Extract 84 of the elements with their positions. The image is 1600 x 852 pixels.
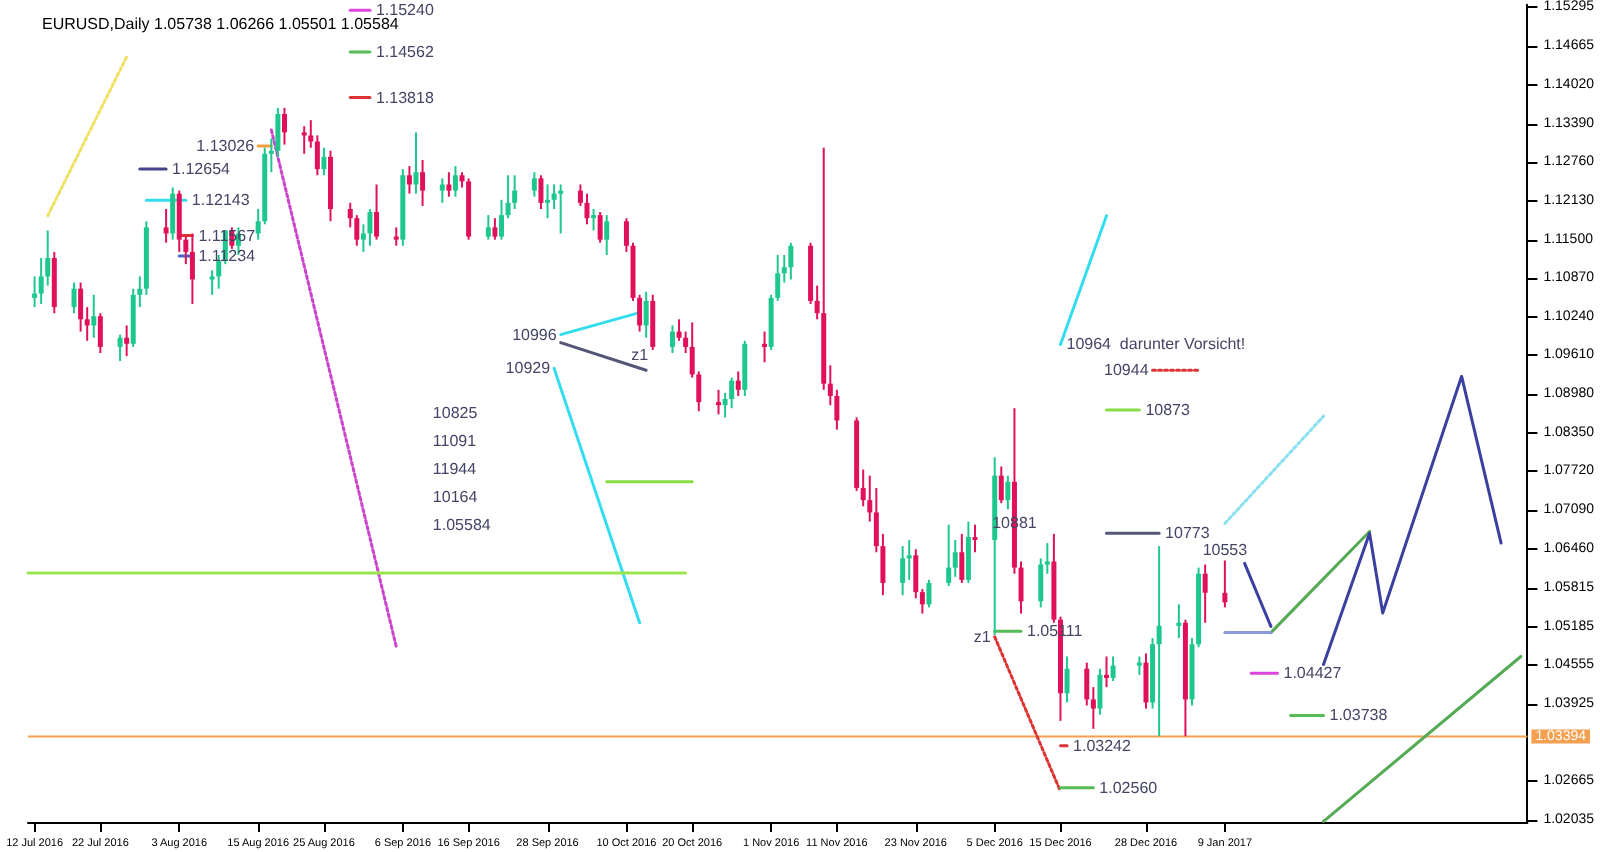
annotation: 10164 xyxy=(432,488,479,507)
candlestick xyxy=(597,211,603,244)
candlestick xyxy=(413,131,419,195)
annotation: 10553 xyxy=(1202,541,1249,560)
candlestick xyxy=(367,207,373,247)
candlestick xyxy=(538,174,544,210)
candlestick xyxy=(1202,563,1208,624)
candlestick xyxy=(604,214,610,256)
annotation: 11091 xyxy=(432,432,478,451)
candlestick xyxy=(1143,652,1149,710)
annotation: 1.03242 xyxy=(1073,736,1132,755)
candlestick xyxy=(643,290,649,339)
annotation: z1 xyxy=(631,346,650,365)
candlestick xyxy=(189,232,195,305)
annotation: 10929 xyxy=(505,359,552,378)
candlestick xyxy=(485,214,491,241)
candlestick xyxy=(78,281,84,333)
candlestick xyxy=(163,207,169,244)
candlestick xyxy=(91,293,97,339)
candlestick xyxy=(374,183,380,241)
candlestick xyxy=(959,532,965,584)
candlestick xyxy=(729,376,735,410)
candlestick xyxy=(926,578,932,609)
candlestick xyxy=(584,192,590,226)
candlestick xyxy=(170,186,176,241)
candlestick xyxy=(452,165,458,198)
annotation: 11944 xyxy=(432,460,478,479)
candlestick xyxy=(420,158,426,207)
candlestick xyxy=(558,183,564,235)
candlestick xyxy=(716,388,722,416)
text: EURUSD,Daily 1.05738 1.06266 1.05501 1.05584 xyxy=(42,15,400,33)
annotation: 1.13818 xyxy=(375,88,435,107)
candlestick xyxy=(117,333,123,363)
candlestick xyxy=(124,324,130,358)
candlestick xyxy=(406,165,412,195)
annotation: 10825 xyxy=(432,404,479,423)
candlestick xyxy=(1176,603,1182,640)
candlestick xyxy=(788,241,794,281)
annotation: 1.12654 xyxy=(172,159,232,178)
candlestick xyxy=(735,370,741,397)
candlestick xyxy=(446,171,452,198)
candlestick xyxy=(1110,655,1116,683)
annotation: 1.14562 xyxy=(375,42,435,61)
candlestick xyxy=(71,281,77,315)
candlestick xyxy=(321,146,327,177)
candlestick xyxy=(393,226,399,247)
candlestick xyxy=(1005,474,1011,511)
candlestick xyxy=(965,520,971,584)
annotation: 1.04427 xyxy=(1283,664,1343,683)
annotation: 10873 xyxy=(1145,401,1191,420)
candlestick xyxy=(492,217,498,241)
candlestick xyxy=(1064,655,1070,704)
candlestick xyxy=(762,330,768,364)
annotation: 1.02560 xyxy=(1099,778,1159,797)
annotation: 10964 darunter Vorsicht! xyxy=(1066,335,1246,354)
annotation: z1 xyxy=(973,627,992,646)
candlestick xyxy=(1222,559,1228,609)
candlestick xyxy=(1136,655,1142,676)
candlestick xyxy=(531,171,537,198)
annotation: 1.05584 xyxy=(432,516,492,535)
candlestick xyxy=(281,106,287,146)
candlestick xyxy=(301,125,307,155)
annotation: 1.15240 xyxy=(375,1,435,20)
candlestick xyxy=(1156,545,1162,738)
candlestick xyxy=(512,174,518,210)
annotation: 10996 xyxy=(512,325,558,344)
candlestick xyxy=(998,465,1004,505)
candlestick xyxy=(1104,655,1110,689)
candlestick xyxy=(742,339,748,397)
annotation: 1.13026 xyxy=(196,137,256,156)
candlestick xyxy=(972,523,978,554)
annotation: 1.12143 xyxy=(191,191,251,210)
candlestick xyxy=(1097,667,1103,716)
annotation: 1.03738 xyxy=(1329,706,1389,725)
candlestick xyxy=(545,183,551,220)
candlestick xyxy=(439,177,445,204)
candlestick xyxy=(591,207,597,232)
candlestick xyxy=(97,312,103,355)
candlestick xyxy=(946,523,952,587)
annotation: 10773 xyxy=(1165,524,1211,543)
candlestick xyxy=(900,545,906,597)
candlestick xyxy=(650,293,656,351)
annotation: 10944 xyxy=(1104,361,1150,380)
candlestick xyxy=(669,324,675,355)
